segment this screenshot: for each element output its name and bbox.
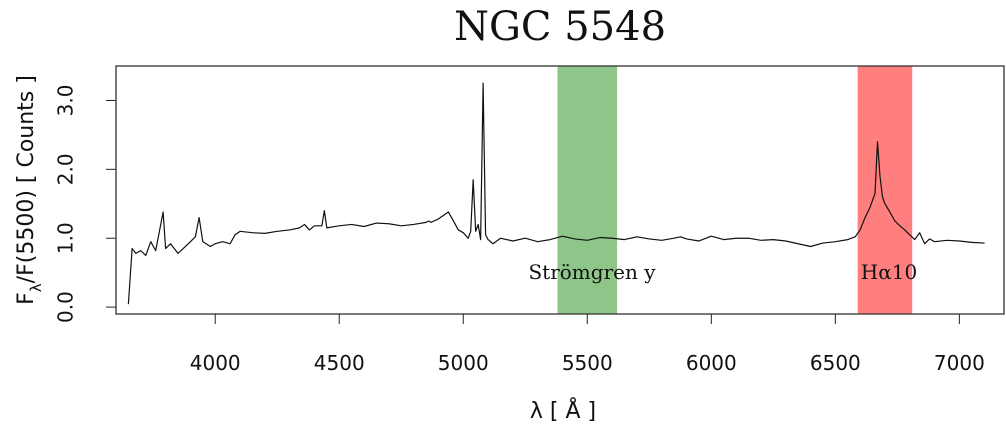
y-tick-label: 1.0 [54, 222, 78, 254]
x-tick-label: 6500 [810, 351, 861, 375]
x-axis-label: λ [ Å ] [530, 397, 596, 424]
x-tick-label: 4000 [190, 351, 241, 375]
band-layer [557, 66, 913, 314]
chart-title: NGC 5548 [454, 4, 666, 50]
x-tick-label: 5000 [438, 351, 489, 375]
spectrum-line [127, 82, 985, 305]
x-tick-label: 4500 [314, 351, 365, 375]
x-tick-label: 5500 [562, 351, 613, 375]
y-tick-label: 3.0 [54, 85, 78, 117]
halpha10-band [857, 66, 913, 314]
stromgren-y-label: Strömgren y [528, 260, 656, 284]
x-tick-label: 7000 [934, 351, 985, 375]
y-tick-label: 2.0 [54, 153, 78, 185]
plot-frame [115, 65, 1005, 315]
spectrum-layer [127, 82, 985, 305]
y-axis-label-rest: /F(5500) [ Counts ] [14, 75, 39, 283]
y-axis-label-main: F [14, 292, 39, 305]
y-axis-label-subscript: λ [27, 283, 45, 292]
axes-layer: 4000 4500 5000 5500 6000 6500 7000 0.0 1.0 2.0 3.0… [54, 85, 985, 375]
x-tick-label: 6000 [686, 351, 737, 375]
y-tick-label: 0.0 [54, 291, 78, 323]
stromgren-y-band [557, 66, 618, 314]
y-axis-label: Fλ/F(5500) [ Counts ] [14, 75, 45, 305]
halpha10-label: Hα10 [861, 260, 917, 284]
